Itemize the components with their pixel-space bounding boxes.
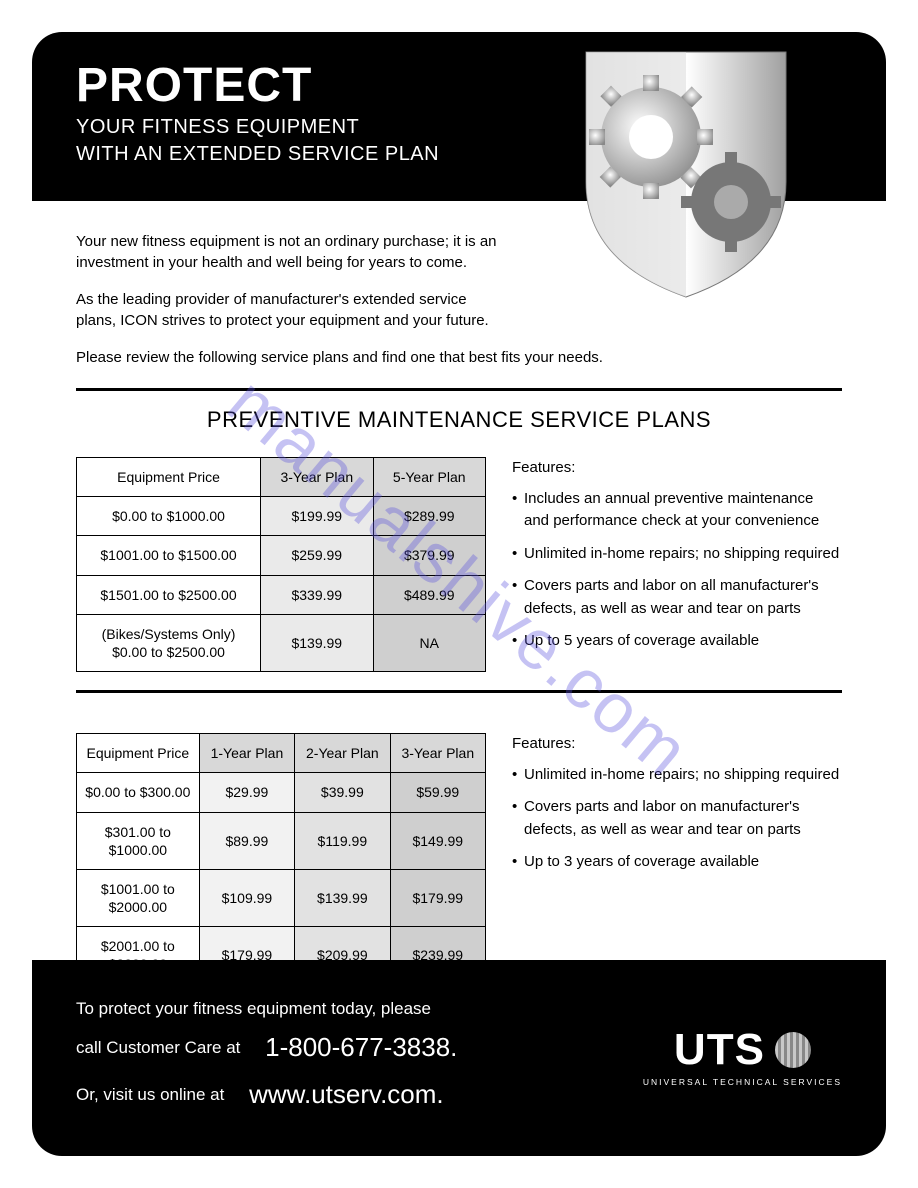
feature-item: Unlimited in-home repairs; no shipping r… (512, 764, 842, 787)
cell: $149.99 (390, 812, 485, 869)
th-3year: 3-Year Plan (390, 734, 485, 773)
content-area: Your new fitness equipment is not an ord… (32, 201, 886, 985)
feature-item: Up to 5 years of coverage available (512, 630, 842, 653)
shield-gears-icon (566, 42, 806, 302)
table-row: $301.00 to $1000.00 $89.99 $119.99 $149.… (77, 812, 486, 869)
cell: (Bikes/Systems Only) $0.00 to $2500.00 (77, 614, 261, 671)
section1-block: Equipment Price 3-Year Plan 5-Year Plan … (76, 457, 842, 672)
cell: $301.00 to $1000.00 (77, 812, 200, 869)
document-card: PROTECT YOUR FITNESS EQUIPMENT WITH AN E… (32, 32, 886, 1156)
th-5year: 5-Year Plan (373, 458, 485, 497)
footer-url: www.utserv.com. (229, 1079, 444, 1109)
footer-visit-label: Or, visit us online at (76, 1085, 224, 1104)
uts-logo-subtitle: UNIVERSAL TECHNICAL SERVICES (643, 1077, 842, 1087)
uts-logo-text: UTS (674, 1025, 765, 1075)
cell: $1501.00 to $2500.00 (77, 575, 261, 614)
features-heading: Features: (512, 457, 842, 480)
th-equipment-price: Equipment Price (77, 734, 200, 773)
intro-p1: Your new fitness equipment is not an ord… (76, 231, 506, 273)
cell: $1001.00 to $2000.00 (77, 869, 200, 926)
th-3year: 3-Year Plan (261, 458, 373, 497)
feature-item: Includes an annual preventive maintenanc… (512, 488, 842, 533)
table-row: $1001.00 to $2000.00 $109.99 $139.99 $17… (77, 869, 486, 926)
th-1year: 1-Year Plan (199, 734, 294, 773)
table-row: (Bikes/Systems Only) $0.00 to $2500.00 $… (77, 614, 486, 671)
cell: $199.99 (261, 497, 373, 536)
cell: $59.99 (390, 773, 485, 812)
divider (76, 690, 842, 693)
table-row: $1501.00 to $2500.00 $339.99 $489.99 (77, 575, 486, 614)
features-heading: Features: (512, 733, 842, 756)
th-equipment-price: Equipment Price (77, 458, 261, 497)
intro-p2: As the leading provider of manufacturer'… (76, 289, 506, 331)
cell: $339.99 (261, 575, 373, 614)
section2-features: Features: Unlimited in-home repairs; no … (512, 733, 842, 884)
cell: $139.99 (295, 869, 390, 926)
cell: $179.99 (390, 869, 485, 926)
divider (76, 388, 842, 391)
cell: $119.99 (295, 812, 390, 869)
cell: $0.00 to $1000.00 (77, 497, 261, 536)
cell: $289.99 (373, 497, 485, 536)
table-row: $0.00 to $300.00 $29.99 $39.99 $59.99 (77, 773, 486, 812)
feature-item: Covers parts and labor on all manufactur… (512, 575, 842, 620)
footer-call-label: call Customer Care at (76, 1038, 240, 1057)
section2-block: Equipment Price 1-Year Plan 2-Year Plan … (76, 733, 842, 985)
cell: $39.99 (295, 773, 390, 812)
footer-phone: 1-800-677-3838. (245, 1032, 457, 1062)
cell: $0.00 to $300.00 (77, 773, 200, 812)
th-2year: 2-Year Plan (295, 734, 390, 773)
table-header-row: Equipment Price 3-Year Plan 5-Year Plan (77, 458, 486, 497)
footer-contact: To protect your fitness equipment today,… (76, 994, 457, 1118)
footer-line1: To protect your fitness equipment today,… (76, 994, 457, 1025)
table-row: $1001.00 to $1500.00 $259.99 $379.99 (77, 536, 486, 575)
preventive-table: Equipment Price 3-Year Plan 5-Year Plan … (76, 457, 486, 672)
section1-features: Features: Includes an annual preventive … (512, 457, 842, 663)
cell: $1001.00 to $1500.00 (77, 536, 261, 575)
feature-item: Up to 3 years of coverage available (512, 851, 842, 874)
section1-title: PREVENTIVE MAINTENANCE SERVICE PLANS (76, 407, 842, 433)
cell: $89.99 (199, 812, 294, 869)
table-header-row: Equipment Price 1-Year Plan 2-Year Plan … (77, 734, 486, 773)
cell: $139.99 (261, 614, 373, 671)
table-row: $0.00 to $1000.00 $199.99 $289.99 (77, 497, 486, 536)
footer-band: To protect your fitness equipment today,… (32, 960, 886, 1156)
standard-table: Equipment Price 1-Year Plan 2-Year Plan … (76, 733, 486, 985)
cell: $379.99 (373, 536, 485, 575)
intro-p3: Please review the following service plan… (76, 347, 726, 368)
cell: NA (373, 614, 485, 671)
cell: $489.99 (373, 575, 485, 614)
feature-item: Unlimited in-home repairs; no shipping r… (512, 543, 842, 566)
cell: $259.99 (261, 536, 373, 575)
cell: $109.99 (199, 869, 294, 926)
globe-icon (775, 1032, 811, 1068)
uts-logo: UTS UNIVERSAL TECHNICAL SERVICES (643, 1025, 842, 1087)
cell: $29.99 (199, 773, 294, 812)
feature-item: Covers parts and labor on manufacturer's… (512, 796, 842, 841)
